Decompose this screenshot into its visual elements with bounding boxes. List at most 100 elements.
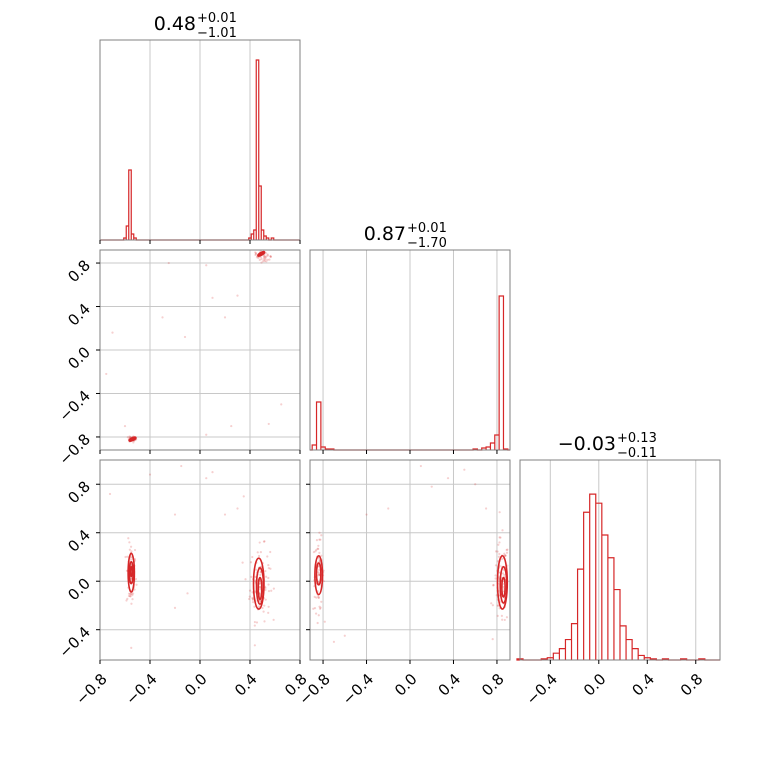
panel-title-2: −0.03 +0.13−0.11 <box>558 431 657 461</box>
scatter-point <box>266 555 269 558</box>
scatter-point <box>318 551 321 554</box>
histogram-bar <box>626 640 632 660</box>
scatter-point <box>491 637 494 641</box>
scatter-point <box>250 575 253 578</box>
scatter-point <box>269 255 272 258</box>
scatter-point <box>268 258 271 261</box>
scatter-point <box>259 571 262 574</box>
scatter-point <box>132 592 135 595</box>
scatter-point <box>133 588 136 591</box>
scatter-point <box>205 477 208 480</box>
scatter-point <box>318 538 321 541</box>
scatter-point <box>332 640 336 643</box>
scatter-point <box>319 538 322 541</box>
scatter-point <box>264 586 267 590</box>
scatter-point <box>180 464 183 468</box>
histogram-bar <box>490 443 494 450</box>
density-contour <box>499 565 508 604</box>
scatter-point <box>267 576 270 580</box>
scatter-point <box>257 256 260 259</box>
scatter-point <box>272 587 275 590</box>
scatter-point <box>128 541 131 544</box>
y-tick-label: −0.8 <box>56 430 94 468</box>
histogram-bar <box>638 655 644 660</box>
scatter-point <box>501 557 504 561</box>
scatter-point <box>474 483 477 486</box>
title-value: −0.03 <box>558 433 616 455</box>
scatter-point <box>248 597 251 601</box>
x-tick-label: 0.0 <box>391 670 421 700</box>
scatter-point <box>259 256 263 259</box>
scatter-point <box>505 551 509 554</box>
scatter-point <box>173 513 177 516</box>
density-contour <box>128 561 134 585</box>
scatter-point <box>498 536 501 539</box>
scatter-point <box>498 511 501 514</box>
y-tick-label: 0.0 <box>64 343 94 373</box>
scatter-point <box>132 441 135 444</box>
scatter-point <box>498 552 501 556</box>
histogram-bar <box>312 445 316 450</box>
scatter-point <box>490 602 493 605</box>
scatter-point <box>506 548 509 551</box>
scatter-point <box>262 255 266 258</box>
scatter-point <box>446 477 450 480</box>
scatter-point <box>242 495 245 498</box>
scatter-point <box>251 600 255 604</box>
density-contour <box>501 576 506 598</box>
scatter-point <box>317 572 321 575</box>
scatter-point <box>264 257 267 261</box>
scatter-point <box>173 606 177 609</box>
scatter-point <box>266 254 269 257</box>
scatter-point <box>127 592 131 595</box>
scatter-point <box>498 541 501 544</box>
scatter-point <box>251 596 254 600</box>
density-contour <box>129 437 136 442</box>
scatter-point <box>130 550 133 553</box>
x-tick-label: −0.4 <box>122 670 160 708</box>
histogram-bar <box>614 590 620 660</box>
scatter-points-2 <box>312 464 510 643</box>
scatter-point <box>318 568 321 572</box>
scatter-point <box>258 605 261 608</box>
x-tick-label: 0.0 <box>580 670 610 700</box>
scatter-point <box>269 255 273 258</box>
scatter-point <box>129 595 132 598</box>
scatter-point <box>249 561 253 564</box>
scatter-point <box>130 592 133 595</box>
x-tick-label: 0.8 <box>478 670 508 700</box>
x-tick-label: 0.4 <box>628 670 658 700</box>
scatter-point <box>254 252 258 255</box>
scatter-point <box>496 604 499 607</box>
scatter-point <box>267 566 270 570</box>
scatter-point <box>265 575 268 578</box>
scatter-point <box>263 604 266 607</box>
scatter-point <box>148 473 152 476</box>
scatter-point <box>317 574 320 577</box>
scatter-point <box>263 256 267 259</box>
scatter-point <box>272 618 275 621</box>
scatter-point <box>492 584 495 587</box>
scatter-point <box>129 593 132 596</box>
scatter-point <box>494 577 497 580</box>
scatter-point <box>205 264 208 267</box>
scatter-point <box>253 624 256 627</box>
scatter-point <box>317 614 320 617</box>
scatter-point <box>503 552 506 555</box>
histogram-bar <box>565 640 571 660</box>
density-contour <box>315 562 322 586</box>
x-tick-label: 0.4 <box>231 670 261 700</box>
scatter-point <box>267 611 270 614</box>
x-tick-label: 0.8 <box>677 670 707 700</box>
histogram-bar <box>584 512 590 660</box>
scatter-point <box>211 471 214 474</box>
scatter-point <box>256 551 259 554</box>
scatter-point <box>236 507 239 510</box>
scatter-points-1 <box>108 464 275 649</box>
scatter-point <box>317 547 320 551</box>
scatter-point <box>323 620 326 623</box>
scatter-point <box>128 548 131 551</box>
scatter-point <box>253 644 256 647</box>
histogram-bar <box>317 402 321 450</box>
scatter-point <box>262 610 265 613</box>
